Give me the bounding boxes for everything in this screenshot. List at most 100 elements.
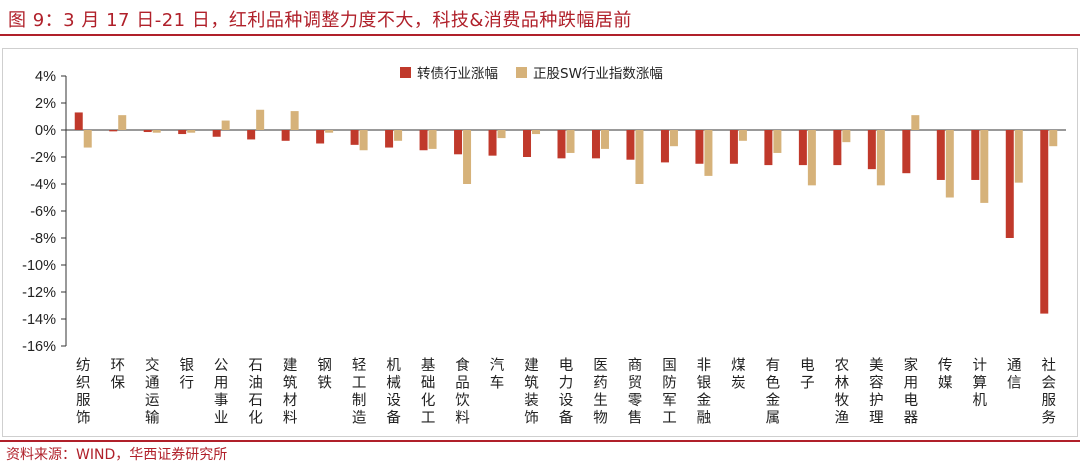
bar-series2 bbox=[290, 111, 299, 130]
x-tick-label: 食品饮料 bbox=[455, 357, 470, 427]
bar-series1 bbox=[385, 130, 394, 148]
y-tick-label: -12% bbox=[22, 285, 56, 301]
bar-series1 bbox=[178, 130, 187, 135]
x-tick-label: 通信 bbox=[1007, 357, 1022, 392]
bar-series1 bbox=[1005, 130, 1014, 238]
y-tick-label: -16% bbox=[22, 339, 56, 355]
bar-series2 bbox=[566, 130, 575, 153]
bar-series2 bbox=[980, 130, 989, 203]
x-tick-label: 纺织服饰 bbox=[76, 357, 91, 427]
bar-series1 bbox=[764, 130, 773, 166]
bar-series1 bbox=[867, 130, 876, 170]
bar-series1 bbox=[936, 130, 945, 180]
bar-series2 bbox=[221, 120, 230, 130]
bar-series2 bbox=[704, 130, 713, 176]
bar-series2 bbox=[635, 130, 644, 184]
x-tick-label: 商贸零售 bbox=[628, 357, 643, 427]
bar-series1 bbox=[1040, 130, 1049, 314]
x-tick-label: 社会服务 bbox=[1042, 357, 1057, 427]
source-divider bbox=[0, 440, 1080, 442]
bar-series1 bbox=[729, 130, 738, 164]
legend-item-series2: 正股SW行业指数涨幅 bbox=[516, 62, 663, 82]
y-tick-label: -4% bbox=[30, 177, 56, 193]
bar-series1 bbox=[833, 130, 842, 166]
x-tick-label: 电力设备 bbox=[559, 357, 574, 427]
legend-item-series1: 转债行业涨幅 bbox=[400, 62, 498, 82]
x-tick-label: 煤炭 bbox=[731, 357, 746, 392]
x-tick-label: 有色金属 bbox=[766, 357, 781, 427]
legend-swatch-series1 bbox=[400, 66, 411, 78]
bar-series2 bbox=[325, 130, 334, 133]
chart-legend: 转债行业涨幅 正股SW行业指数涨幅 bbox=[400, 62, 673, 82]
bar-series2 bbox=[842, 130, 851, 143]
x-tick-label: 国防军工 bbox=[662, 358, 677, 427]
x-tick-label: 电子 bbox=[800, 357, 815, 392]
bar-series1 bbox=[212, 130, 221, 137]
x-tick-label: 非银金融 bbox=[697, 357, 712, 427]
bar-series2 bbox=[83, 130, 92, 148]
bar-series1 bbox=[798, 130, 807, 166]
bar-series2 bbox=[532, 130, 541, 135]
bar-series2 bbox=[187, 130, 196, 133]
source-note: 资料来源：WIND，华西证券研究所 bbox=[6, 447, 228, 463]
bar-series2 bbox=[428, 130, 437, 149]
x-tick-label: 钢铁 bbox=[317, 357, 332, 392]
x-tick-label: 医药生物 bbox=[593, 358, 608, 427]
bar-series2 bbox=[807, 130, 816, 186]
bar-series2 bbox=[256, 109, 265, 130]
bar-series1 bbox=[557, 130, 566, 159]
bar-series1 bbox=[902, 130, 911, 174]
y-tick-label: -14% bbox=[22, 312, 56, 328]
chart-frame bbox=[2, 48, 1078, 437]
y-tick-label: 4% bbox=[35, 69, 56, 85]
bar-series2 bbox=[118, 115, 127, 130]
x-tick-label: 建筑材料 bbox=[283, 357, 298, 427]
x-tick-label: 汽车 bbox=[490, 357, 505, 392]
x-tick-label: 石油石化 bbox=[248, 358, 263, 427]
legend-label-series1: 转债行业涨幅 bbox=[417, 66, 498, 82]
bar-series1 bbox=[74, 112, 83, 130]
y-tick-label: -6% bbox=[30, 204, 56, 220]
bar-series1 bbox=[316, 130, 325, 144]
bar-series1 bbox=[247, 130, 256, 140]
x-tick-label: 银行 bbox=[179, 357, 194, 392]
bar-series2 bbox=[876, 130, 885, 186]
x-tick-label: 公用事业 bbox=[214, 358, 229, 427]
bar-series1 bbox=[695, 130, 704, 164]
y-tick-label: 0% bbox=[35, 123, 56, 139]
x-tick-label: 基础化工 bbox=[421, 357, 436, 427]
bar-series1 bbox=[626, 130, 635, 160]
y-tick-label: -2% bbox=[30, 150, 56, 166]
x-tick-label: 农林牧渔 bbox=[835, 357, 850, 427]
x-tick-label: 机械设备 bbox=[386, 357, 401, 427]
x-tick-label: 交通运输 bbox=[145, 356, 160, 427]
bar-series1 bbox=[454, 130, 463, 155]
x-tick-label: 传媒 bbox=[938, 357, 953, 392]
bar-series2 bbox=[945, 130, 954, 198]
bar-series1 bbox=[419, 130, 428, 151]
bar-series2 bbox=[773, 130, 782, 153]
bar-series2 bbox=[152, 130, 161, 133]
x-tick-label: 轻工制造 bbox=[352, 357, 367, 427]
x-tick-label: 家用电器 bbox=[904, 357, 919, 427]
legend-swatch-series2 bbox=[516, 66, 527, 78]
bar-series1 bbox=[523, 130, 532, 157]
bar-series2 bbox=[911, 115, 920, 130]
bar-series1 bbox=[591, 130, 600, 159]
title-divider bbox=[0, 34, 1080, 36]
bar-series2 bbox=[463, 130, 472, 184]
bar-series2 bbox=[1014, 130, 1023, 183]
y-tick-label: -8% bbox=[30, 231, 56, 247]
x-tick-label: 建筑装饰 bbox=[524, 357, 539, 427]
bar-series1 bbox=[109, 130, 118, 132]
bar-series1 bbox=[281, 130, 290, 141]
bar-series2 bbox=[394, 130, 403, 141]
x-tick-label: 计算机 bbox=[973, 357, 988, 409]
x-tick-label: 环保 bbox=[110, 358, 125, 392]
x-tick-label: 美容护理 bbox=[869, 357, 884, 427]
y-tick-label: 2% bbox=[35, 96, 56, 112]
bar-series1 bbox=[971, 130, 980, 180]
figure-header: 图 9：3 月 17 日-21 日，红利品种调整力度不大，科技&消费品种跌幅居前 bbox=[0, 0, 1080, 36]
bar-series2 bbox=[497, 130, 506, 139]
